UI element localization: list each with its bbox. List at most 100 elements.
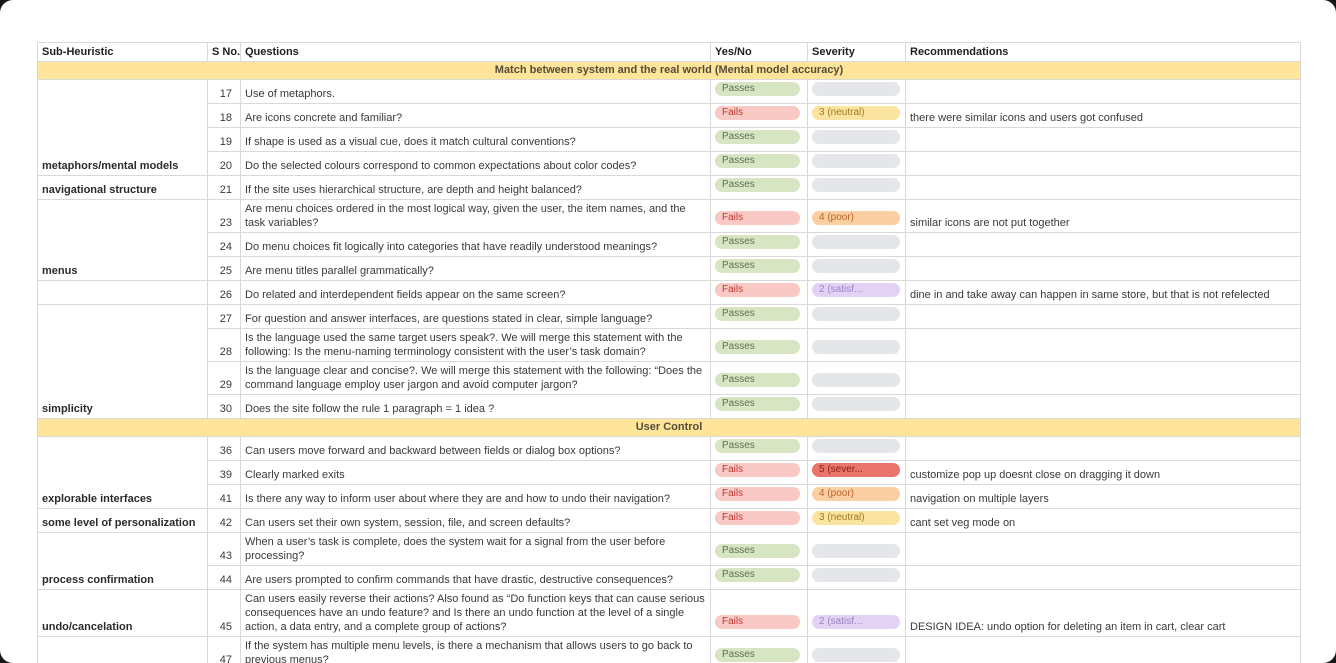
severity-chip[interactable] [812, 82, 900, 96]
recommendation-cell[interactable]: customize pop up doesnt close on draggin… [905, 460, 1301, 485]
yes-no-cell[interactable]: Passes [710, 565, 808, 590]
serial-number-cell[interactable]: 19 [207, 127, 241, 152]
severity-cell[interactable] [807, 328, 906, 362]
recommendation-cell[interactable] [905, 127, 1301, 152]
yes-no-chip[interactable]: Passes [715, 544, 800, 558]
yes-no-cell[interactable]: Passes [710, 532, 808, 566]
yes-no-cell[interactable]: Fails [710, 589, 808, 637]
recommendation-cell[interactable] [905, 532, 1301, 566]
sub-heuristic-cell[interactable] [37, 280, 208, 305]
severity-chip[interactable]: 3 (neutral) [812, 511, 900, 525]
sub-heuristic-cell[interactable]: menus [37, 199, 208, 281]
serial-number-cell[interactable]: 28 [207, 328, 241, 362]
yes-no-chip[interactable]: Passes [715, 82, 800, 96]
yes-no-chip[interactable]: Passes [715, 439, 800, 453]
recommendation-cell[interactable] [905, 436, 1301, 461]
question-cell[interactable]: Can users easily reverse their actions? … [240, 589, 711, 637]
severity-chip[interactable]: 3 (neutral) [812, 106, 900, 120]
recommendation-cell[interactable] [905, 304, 1301, 329]
column-header-recommendations[interactable]: Recommendations [905, 42, 1301, 62]
serial-number-cell[interactable]: 47 [207, 636, 241, 663]
severity-cell[interactable] [807, 436, 906, 461]
serial-number-cell[interactable]: 41 [207, 484, 241, 509]
recommendation-cell[interactable] [905, 175, 1301, 200]
question-cell[interactable]: Are users prompted to confirm commands t… [240, 565, 711, 590]
severity-chip[interactable] [812, 259, 900, 273]
yes-no-chip[interactable]: Passes [715, 340, 800, 354]
yes-no-cell[interactable]: Passes [710, 256, 808, 281]
section-header-band[interactable]: Match between system and the real world … [37, 61, 1301, 80]
yes-no-cell[interactable]: Passes [710, 79, 808, 104]
serial-number-cell[interactable]: 20 [207, 151, 241, 176]
column-header-yes-no[interactable]: Yes/No [710, 42, 808, 62]
yes-no-cell[interactable]: Passes [710, 328, 808, 362]
severity-cell[interactable] [807, 304, 906, 329]
severity-cell[interactable]: 5 (sever... [807, 460, 906, 485]
severity-cell[interactable] [807, 394, 906, 419]
yes-no-chip[interactable]: Passes [715, 307, 800, 321]
severity-chip[interactable] [812, 648, 900, 662]
severity-chip[interactable] [812, 340, 900, 354]
question-cell[interactable]: Clearly marked exits [240, 460, 711, 485]
serial-number-cell[interactable]: 30 [207, 394, 241, 419]
sub-heuristic-cell[interactable]: navigational structure [37, 175, 208, 200]
severity-chip[interactable]: 2 (satisf... [812, 615, 900, 629]
severity-cell[interactable]: 3 (neutral) [807, 508, 906, 533]
sub-heuristic-cell[interactable]: explorable interfaces [37, 436, 208, 509]
yes-no-chip[interactable]: Passes [715, 235, 800, 249]
yes-no-chip[interactable]: Passes [715, 373, 800, 387]
serial-number-cell[interactable]: 25 [207, 256, 241, 281]
severity-chip[interactable] [812, 178, 900, 192]
yes-no-chip[interactable]: Fails [715, 283, 800, 297]
severity-cell[interactable] [807, 565, 906, 590]
column-header-sub-heuristic[interactable]: Sub-Heuristic [37, 42, 208, 62]
serial-number-cell[interactable]: 23 [207, 199, 241, 233]
serial-number-cell[interactable]: 17 [207, 79, 241, 104]
recommendation-cell[interactable] [905, 565, 1301, 590]
severity-chip[interactable]: 4 (poor) [812, 211, 900, 225]
question-cell[interactable]: Use of metaphors. [240, 79, 711, 104]
question-cell[interactable]: Can users move forward and backward betw… [240, 436, 711, 461]
yes-no-chip[interactable]: Passes [715, 259, 800, 273]
serial-number-cell[interactable]: 29 [207, 361, 241, 395]
recommendation-cell[interactable] [905, 394, 1301, 419]
sub-heuristic-cell[interactable]: some level of personalization [37, 508, 208, 533]
severity-chip[interactable] [812, 373, 900, 387]
question-cell[interactable]: Is the language used the same target use… [240, 328, 711, 362]
question-cell[interactable]: Do menu choices fit logically into categ… [240, 232, 711, 257]
yes-no-chip[interactable]: Passes [715, 648, 800, 662]
severity-chip[interactable]: 2 (satisf... [812, 283, 900, 297]
severity-cell[interactable] [807, 636, 906, 663]
severity-cell[interactable] [807, 232, 906, 257]
severity-cell[interactable]: 4 (poor) [807, 484, 906, 509]
column-header-severity[interactable]: Severity [807, 42, 906, 62]
yes-no-chip[interactable]: Fails [715, 615, 800, 629]
recommendation-cell[interactable] [905, 79, 1301, 104]
recommendation-cell[interactable] [905, 256, 1301, 281]
severity-chip[interactable] [812, 307, 900, 321]
yes-no-chip[interactable]: Fails [715, 211, 800, 225]
yes-no-chip[interactable]: Passes [715, 397, 800, 411]
serial-number-cell[interactable]: 27 [207, 304, 241, 329]
recommendation-cell[interactable] [905, 361, 1301, 395]
question-cell[interactable]: Do the selected colours correspond to co… [240, 151, 711, 176]
question-cell[interactable]: Is the language clear and concise?. We w… [240, 361, 711, 395]
section-header-band[interactable]: User Control [37, 418, 1301, 437]
severity-cell[interactable] [807, 79, 906, 104]
severity-chip[interactable] [812, 544, 900, 558]
yes-no-chip[interactable]: Fails [715, 487, 800, 501]
recommendation-cell[interactable]: similar icons are not put together [905, 199, 1301, 233]
serial-number-cell[interactable]: 36 [207, 436, 241, 461]
question-cell[interactable]: When a user’s task is complete, does the… [240, 532, 711, 566]
question-cell[interactable]: Are icons concrete and familiar? [240, 103, 711, 128]
yes-no-cell[interactable]: Fails [710, 103, 808, 128]
column-header-questions[interactable]: Questions [240, 42, 711, 62]
yes-no-chip[interactable]: Passes [715, 154, 800, 168]
serial-number-cell[interactable]: 18 [207, 103, 241, 128]
yes-no-chip[interactable]: Passes [715, 568, 800, 582]
yes-no-chip[interactable]: Fails [715, 463, 800, 477]
yes-no-cell[interactable]: Passes [710, 232, 808, 257]
severity-cell[interactable]: 4 (poor) [807, 199, 906, 233]
severity-cell[interactable] [807, 361, 906, 395]
recommendation-cell[interactable]: cant set veg mode on [905, 508, 1301, 533]
